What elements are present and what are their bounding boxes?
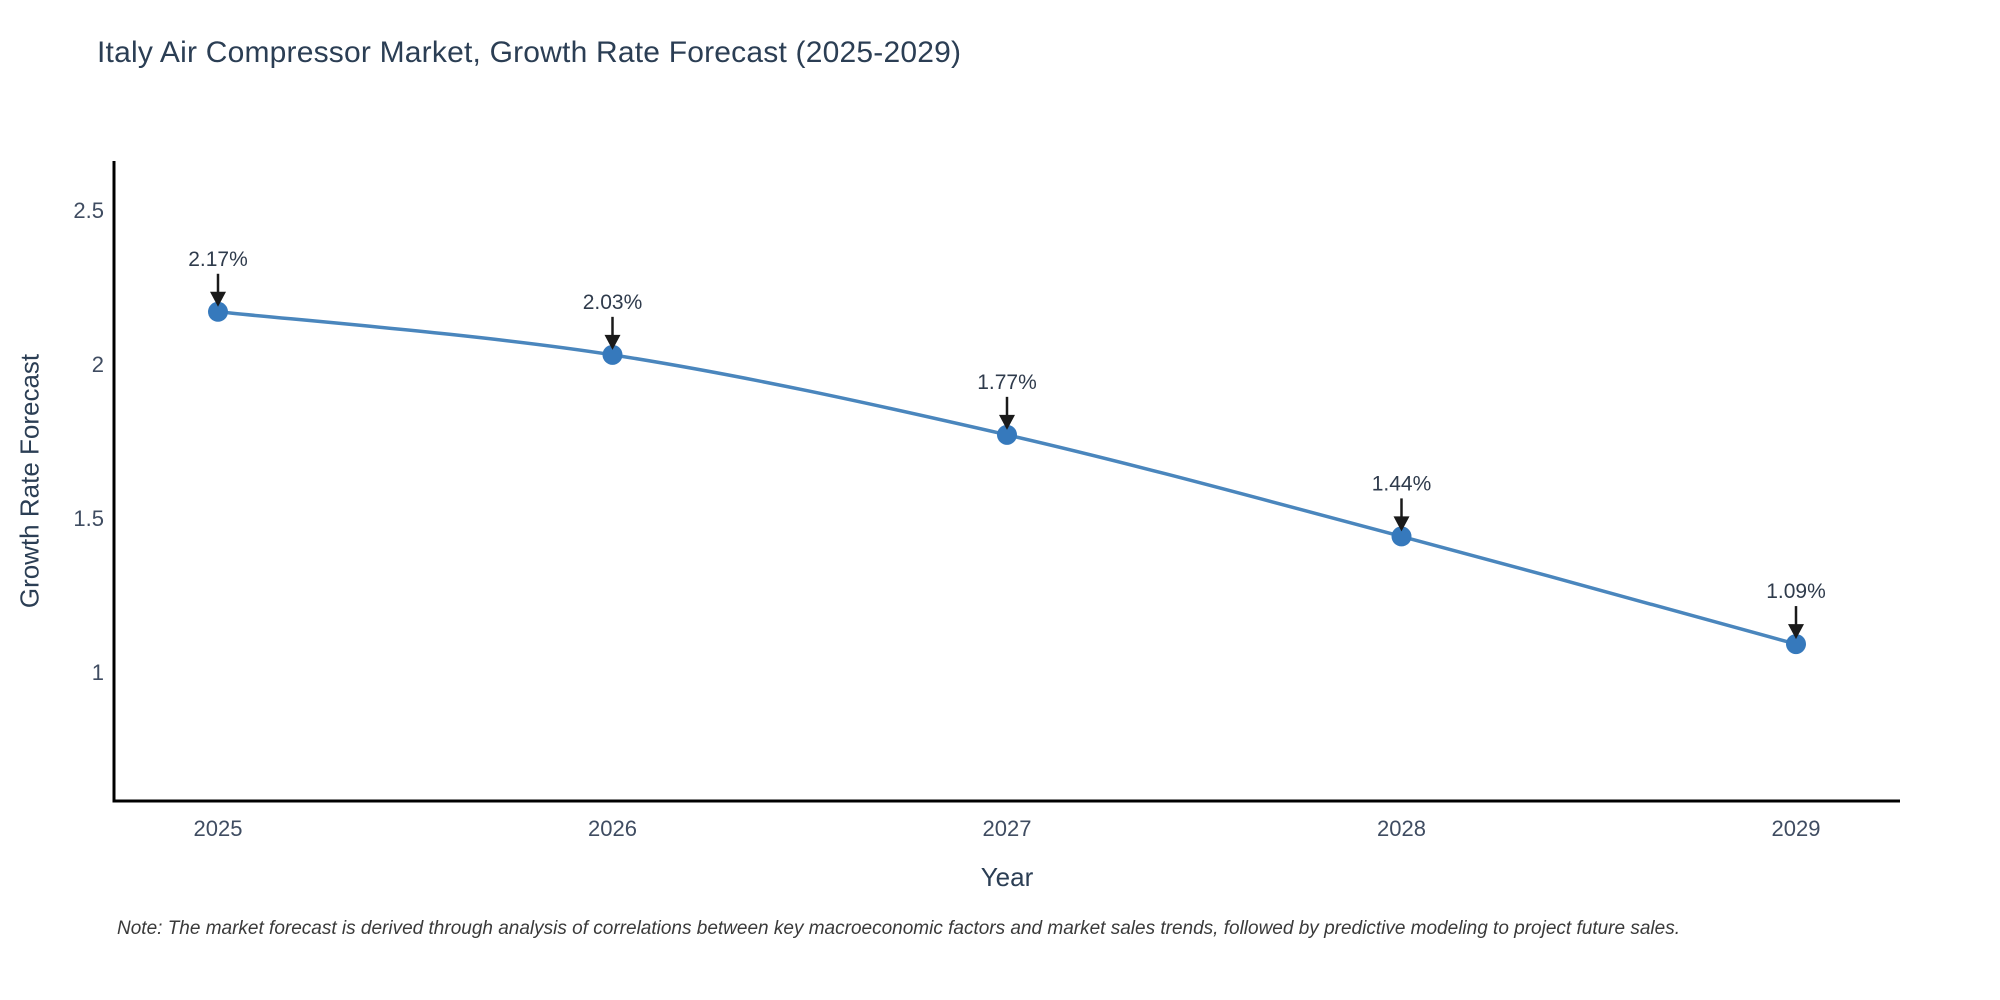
y-axis-title: Growth Rate Forecast <box>14 353 45 609</box>
x-axis-title: Year <box>980 862 1034 892</box>
data-point-marker-2025 <box>208 301 228 322</box>
annotation-label-2029: 1.09% <box>1766 580 1826 603</box>
x-tick-label-2025: 2025 <box>194 816 243 841</box>
annotation-label-2027: 1.77% <box>977 371 1037 394</box>
y-tick-label-2.5: 2.5 <box>73 198 104 223</box>
data-point-marker-2027 <box>997 424 1017 445</box>
y-tick-label-1.5: 1.5 <box>73 506 104 531</box>
data-point-marker-2029 <box>1786 634 1806 655</box>
x-tick-label-2027: 2027 <box>983 816 1032 841</box>
y-tick-label-1: 1 <box>92 660 104 685</box>
x-tick-label-2028: 2028 <box>1377 816 1426 841</box>
axis-lines <box>112 161 1900 803</box>
data-point-marker-2028 <box>1391 526 1412 547</box>
annotation-label-2025: 2.17% <box>188 248 248 271</box>
annotation-arrow-head-2027 <box>999 414 1015 430</box>
annotation-arrow-head-2028 <box>1393 516 1410 532</box>
annotation-label-2028: 1.44% <box>1372 472 1432 495</box>
x-tick-label-2029: 2029 <box>1772 816 1821 841</box>
annotation-arrow-head-2026 <box>604 334 621 350</box>
forecast-line <box>217 310 1797 646</box>
y-tick-label-2: 2 <box>92 352 104 377</box>
annotation-arrow-head-2029 <box>1788 624 1804 640</box>
annotation-label-2026: 2.03% <box>583 291 643 314</box>
footnote: Note: The market forecast is derived thr… <box>117 918 1680 939</box>
annotation-arrow-head-2025 <box>210 291 226 307</box>
data-point-marker-2026 <box>602 344 623 365</box>
chart-title: Italy Air Compressor Market, Growth Rate… <box>97 36 962 69</box>
x-tick-label-2026: 2026 <box>588 816 637 841</box>
